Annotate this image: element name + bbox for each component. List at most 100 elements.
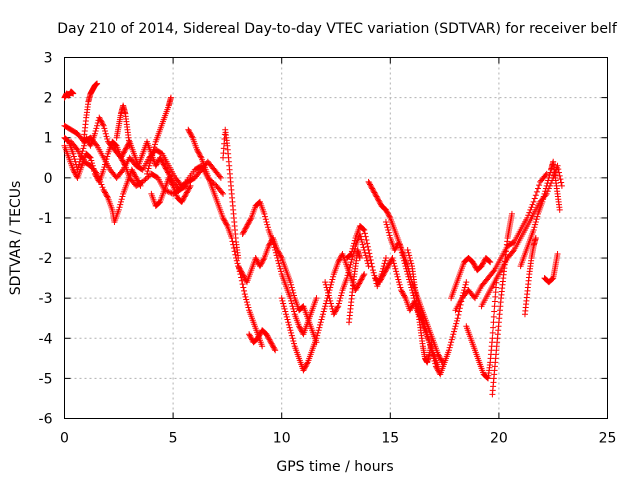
data-point bbox=[64, 137, 71, 144]
data-point bbox=[313, 335, 320, 342]
data-point bbox=[365, 263, 372, 270]
data-point bbox=[350, 243, 357, 250]
data-point bbox=[285, 321, 292, 328]
data-point bbox=[319, 311, 326, 318]
data-point bbox=[325, 289, 332, 296]
data-point bbox=[144, 168, 151, 175]
data-point bbox=[557, 176, 564, 183]
data-point bbox=[119, 152, 126, 159]
data-point bbox=[245, 220, 252, 227]
data-point bbox=[338, 289, 345, 296]
data-point bbox=[112, 142, 119, 149]
data-point bbox=[361, 230, 368, 237]
data-point bbox=[290, 305, 297, 312]
data-point bbox=[86, 153, 93, 160]
data-point bbox=[259, 343, 266, 350]
data-point bbox=[364, 240, 371, 247]
data-point bbox=[334, 304, 341, 311]
y-tick-label: -5 bbox=[39, 371, 53, 387]
data-point bbox=[98, 181, 105, 188]
data-point bbox=[71, 169, 78, 176]
data-point bbox=[240, 272, 247, 279]
data-point bbox=[369, 186, 376, 193]
data-point bbox=[299, 303, 306, 310]
data-point bbox=[296, 324, 303, 331]
data-point bbox=[260, 256, 267, 263]
data-point bbox=[235, 263, 242, 270]
data-point bbox=[222, 218, 229, 225]
data-point bbox=[368, 260, 375, 267]
data-point bbox=[259, 259, 266, 266]
x-tick-labels: 0 5 10 15 20 25 bbox=[60, 431, 616, 447]
data-point bbox=[65, 138, 72, 145]
data-point bbox=[247, 216, 254, 223]
data-point bbox=[487, 259, 494, 266]
data-point bbox=[384, 224, 391, 231]
data-point bbox=[360, 244, 367, 251]
data-point bbox=[451, 328, 458, 335]
data-point bbox=[231, 248, 238, 255]
data-point bbox=[390, 260, 397, 267]
data-point bbox=[385, 263, 392, 270]
data-point bbox=[554, 251, 561, 258]
data-point bbox=[382, 267, 389, 274]
data-point bbox=[185, 126, 192, 133]
data-point bbox=[395, 276, 402, 283]
data-point bbox=[434, 366, 441, 373]
data-point bbox=[239, 281, 246, 288]
data-point bbox=[94, 122, 101, 129]
data-point bbox=[229, 238, 236, 245]
data-point bbox=[183, 190, 190, 197]
data-point bbox=[463, 279, 470, 286]
data-point bbox=[265, 335, 272, 342]
data-point bbox=[335, 257, 342, 264]
data-point bbox=[401, 293, 408, 300]
data-point bbox=[277, 268, 284, 275]
data-point bbox=[296, 323, 303, 330]
data-point bbox=[289, 303, 296, 310]
data-point bbox=[264, 332, 271, 339]
data-point bbox=[532, 218, 539, 225]
data-point bbox=[462, 281, 469, 288]
data-point bbox=[396, 281, 403, 288]
data-point bbox=[320, 308, 327, 315]
data-point bbox=[92, 141, 99, 148]
data-point bbox=[267, 337, 274, 344]
grid-lines bbox=[64, 57, 608, 419]
data-point bbox=[385, 212, 392, 219]
data-point bbox=[370, 188, 377, 195]
data-point bbox=[542, 188, 549, 195]
data-point bbox=[246, 218, 253, 225]
data-point bbox=[283, 313, 290, 320]
data-point bbox=[87, 154, 94, 161]
data-point bbox=[386, 213, 393, 220]
data-point bbox=[374, 194, 381, 201]
series-track-16 bbox=[322, 230, 372, 318]
data-point bbox=[347, 261, 354, 268]
data-point bbox=[489, 329, 496, 336]
data-point bbox=[450, 331, 457, 338]
y-tick-label: -1 bbox=[39, 211, 53, 227]
data-point bbox=[470, 260, 477, 267]
data-point bbox=[377, 200, 384, 207]
data-point bbox=[264, 224, 271, 231]
data-point bbox=[446, 344, 453, 351]
data-point bbox=[142, 176, 149, 183]
data-point bbox=[152, 162, 159, 169]
data-point bbox=[259, 257, 266, 264]
data-point bbox=[330, 273, 337, 280]
data-point bbox=[73, 145, 80, 152]
data-point bbox=[555, 166, 562, 173]
data-point bbox=[354, 283, 361, 290]
data-point bbox=[186, 185, 193, 192]
data-point bbox=[455, 311, 462, 318]
series-track-17 bbox=[346, 247, 363, 326]
data-point bbox=[246, 331, 253, 338]
data-point bbox=[267, 240, 274, 247]
data-point bbox=[453, 317, 460, 324]
data-point bbox=[383, 265, 390, 272]
data-point bbox=[212, 181, 219, 188]
data-point bbox=[407, 257, 414, 264]
data-point bbox=[121, 148, 128, 155]
data-point bbox=[534, 185, 541, 192]
